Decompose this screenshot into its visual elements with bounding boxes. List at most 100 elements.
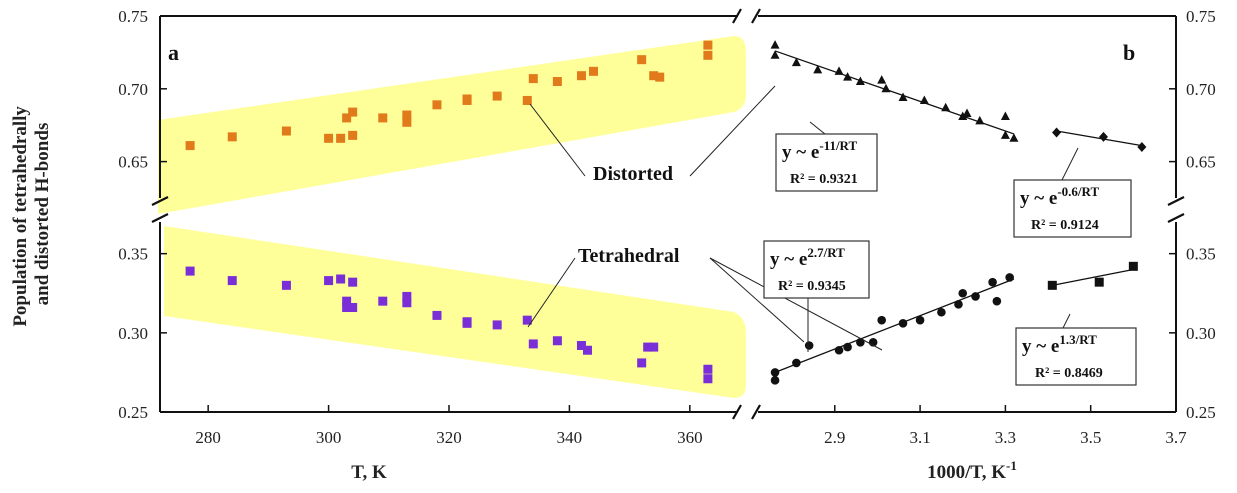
tetrahedral-point — [576, 341, 586, 350]
callout-line-5 — [709, 257, 883, 351]
square-point — [1047, 280, 1057, 290]
triangle-point — [770, 40, 780, 49]
panel-label-b: b — [1123, 40, 1135, 65]
fit-line-4 — [1052, 268, 1134, 286]
distorted-point — [348, 107, 358, 117]
circle-point — [770, 368, 780, 377]
distorted-point — [336, 133, 346, 143]
tetrahedral-point — [432, 310, 442, 320]
distorted-point — [185, 141, 195, 151]
x-tick-label-b: 2.9 — [824, 428, 845, 447]
circle-point — [971, 292, 980, 301]
svg-text:R² = 0.8469: R² = 0.8469 — [1035, 366, 1103, 381]
band-tetrahedral — [164, 226, 746, 398]
x-tick-label-a: 360 — [677, 428, 703, 447]
svg-text:y ~ e-11/RT: y ~ e-11/RT — [782, 138, 857, 163]
x-tick-label-b: 3.1 — [909, 428, 930, 447]
callout-line-4 — [709, 257, 805, 343]
y-tick-label-left: 0.70 — [118, 80, 148, 99]
y-tick-label-left: 0.35 — [118, 245, 148, 264]
distorted-point — [655, 72, 665, 82]
callout-line-6 — [809, 121, 826, 135]
fit-box-1: y ~ e-11/RT R² = 0.9321 — [775, 133, 878, 192]
tetrahedral-point — [522, 315, 532, 325]
circle-point — [954, 300, 963, 309]
triangle-point — [919, 95, 929, 104]
circle-point — [877, 315, 886, 325]
distorted-point — [324, 133, 334, 143]
svg-text:y ~ e1.3/RT: y ~ e1.3/RT — [1022, 332, 1097, 357]
x-tick-label-a: 320 — [436, 428, 462, 447]
svg-text:y ~ e2.7/RT: y ~ e2.7/RT — [770, 245, 845, 270]
tetrahedral-point — [528, 339, 538, 349]
distorted-point — [552, 77, 562, 87]
distorted-point — [402, 117, 412, 127]
fit-box-2: y ~ e-0.6/RT R² = 0.9124 — [1013, 179, 1132, 238]
tetrahedral-point — [281, 280, 291, 290]
circle-point — [898, 319, 908, 328]
distorted-point — [637, 55, 647, 65]
data-points — [185, 40, 1147, 385]
triangle-point — [843, 72, 853, 81]
triangle-point — [1000, 130, 1010, 139]
axis-break-marks — [151, 8, 1185, 420]
y-tick-label-right: 0.75 — [1186, 7, 1216, 26]
distorted-point — [703, 50, 713, 60]
y-tick-label-right: 0.30 — [1186, 324, 1216, 343]
triangle-point — [975, 115, 985, 125]
y-tick-label-right: 0.35 — [1186, 245, 1216, 264]
tetrahedral-point — [185, 266, 195, 276]
diamond-point — [1137, 142, 1147, 153]
x-tick-label-a: 300 — [316, 428, 342, 447]
tetrahedral-point — [649, 342, 659, 352]
triangle-point — [877, 75, 887, 84]
fit-box-4: y ~ e1.3/RT R² = 0.8469 — [1015, 327, 1137, 386]
triangle-point — [1000, 111, 1010, 120]
triangle-point — [941, 102, 951, 112]
triangle-point — [791, 57, 801, 67]
tetrahedral-point — [227, 276, 237, 286]
fit-box-3: y ~ e2.7/RT R² = 0.9345 — [763, 240, 870, 299]
x-axis-label-a: T, K — [351, 462, 387, 483]
y-tick-label-left: 0.65 — [118, 153, 148, 172]
tetrahedral-point — [637, 358, 647, 368]
tetrahedral-point — [402, 298, 412, 308]
tetrahedral-point — [378, 296, 388, 306]
triangle-point — [898, 92, 908, 102]
tetrahedral-point — [582, 345, 592, 355]
band-distorted — [158, 36, 746, 214]
distorted-point — [703, 40, 713, 50]
callout-line-9 — [1061, 313, 1071, 331]
fit-line-1 — [774, 50, 1015, 135]
triangle-point — [962, 108, 972, 118]
triangle-point — [958, 111, 968, 120]
circle-point — [992, 296, 1002, 306]
distorted-point — [402, 110, 412, 120]
tetrahedral-point — [462, 318, 472, 328]
circle-point — [834, 345, 844, 355]
triangle-point — [813, 64, 823, 74]
triangle-point — [834, 66, 844, 75]
distorted-point — [432, 100, 442, 110]
square-point — [1128, 261, 1138, 271]
annotation-distorted: Distorted — [593, 163, 673, 185]
distorted-point — [281, 126, 291, 136]
diamond-point — [1098, 131, 1108, 142]
triangle-point — [770, 50, 780, 59]
callout-line-3 — [527, 257, 576, 328]
triangle-point — [855, 76, 865, 86]
y-tick-label-right: 0.25 — [1186, 403, 1216, 422]
panel-label-a: a — [168, 40, 179, 65]
callout-line-7 — [1061, 147, 1079, 181]
diamond-point — [1052, 127, 1062, 138]
distorted-point — [348, 130, 358, 140]
circle-point — [915, 315, 925, 325]
distorted-point — [522, 95, 532, 105]
circle-point — [804, 341, 814, 350]
y-axis-label-line1: Population of tetrahedrally and distorte… — [10, 101, 53, 326]
circle-point — [843, 342, 852, 352]
distorted-point — [342, 113, 352, 123]
distorted-point — [576, 71, 586, 81]
circle-point — [792, 358, 801, 368]
